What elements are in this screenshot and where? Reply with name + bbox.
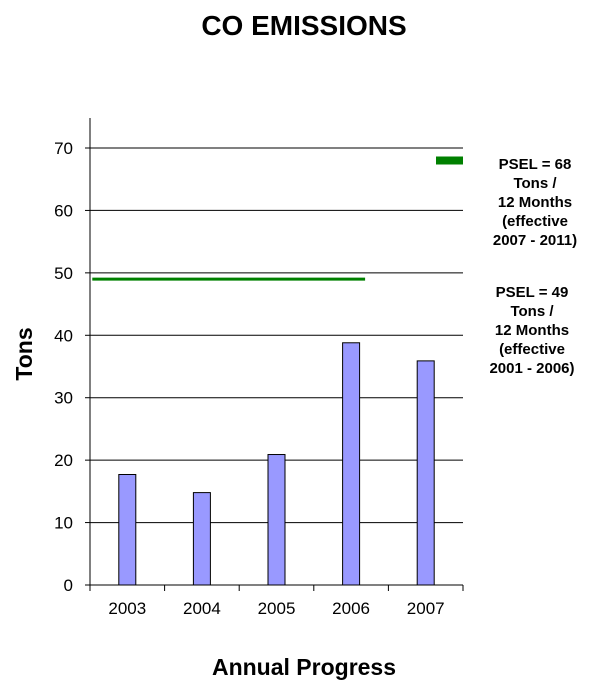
psel-49-annotation: PSEL = 49 Tons / 12 Months (effective 2001 -… [462, 283, 602, 378]
x-tick-label-2004: 2004 [183, 599, 221, 618]
x-tick-label-2007: 2007 [407, 599, 445, 618]
y-tick-labels: 0 10 20 30 40 50 60 70 [54, 139, 73, 595]
chart-title: CO EMISSIONS [201, 10, 406, 41]
y-tick-label-40: 40 [54, 326, 73, 345]
bar-2005 [267, 454, 286, 586]
annotation-line: PSEL = 68 [498, 156, 572, 173]
y-tick-label-30: 30 [54, 389, 73, 408]
x-tick-labels: 2003 2004 2005 2006 2007 [108, 599, 444, 618]
axes [85, 118, 464, 591]
bar-2004 [192, 492, 211, 586]
annotation-line: (effective [502, 213, 568, 230]
annotation-line: 12 Months [497, 194, 573, 211]
y-tick-label-10: 10 [54, 514, 73, 533]
x-tick-label-2006: 2006 [332, 599, 370, 618]
y-tick-label-0: 0 [64, 576, 73, 595]
bar-2006 [342, 342, 361, 586]
y-tick-label-70: 70 [54, 139, 73, 158]
x-tick-label-2005: 2005 [258, 599, 296, 618]
bar-2007 [416, 360, 435, 586]
annotation-line: 2001 - 2006) [489, 360, 575, 377]
limit-lines [92, 156, 463, 281]
bars [118, 342, 435, 586]
y-tick-label-50: 50 [54, 264, 73, 283]
x-axis-label: Annual Progress [212, 654, 396, 680]
annotation-line: Tons / [510, 303, 554, 320]
annotation-line: 12 Months [494, 322, 570, 339]
psel-68-annotation: PSEL = 68 Tons / 12 Months (effective 2007 -… [468, 155, 602, 250]
annotation-line: 2007 - 2011) [492, 232, 578, 249]
annotation-line: (effective [499, 341, 565, 358]
y-axis-label: Tons [11, 327, 37, 380]
x-tick-label-2003: 2003 [108, 599, 146, 618]
annotation-line: PSEL = 49 [495, 284, 569, 301]
bar-2003 [118, 474, 137, 586]
y-tick-label-20: 20 [54, 451, 73, 470]
annotation-line: Tons / [513, 175, 557, 192]
y-tick-label-60: 60 [54, 201, 73, 220]
